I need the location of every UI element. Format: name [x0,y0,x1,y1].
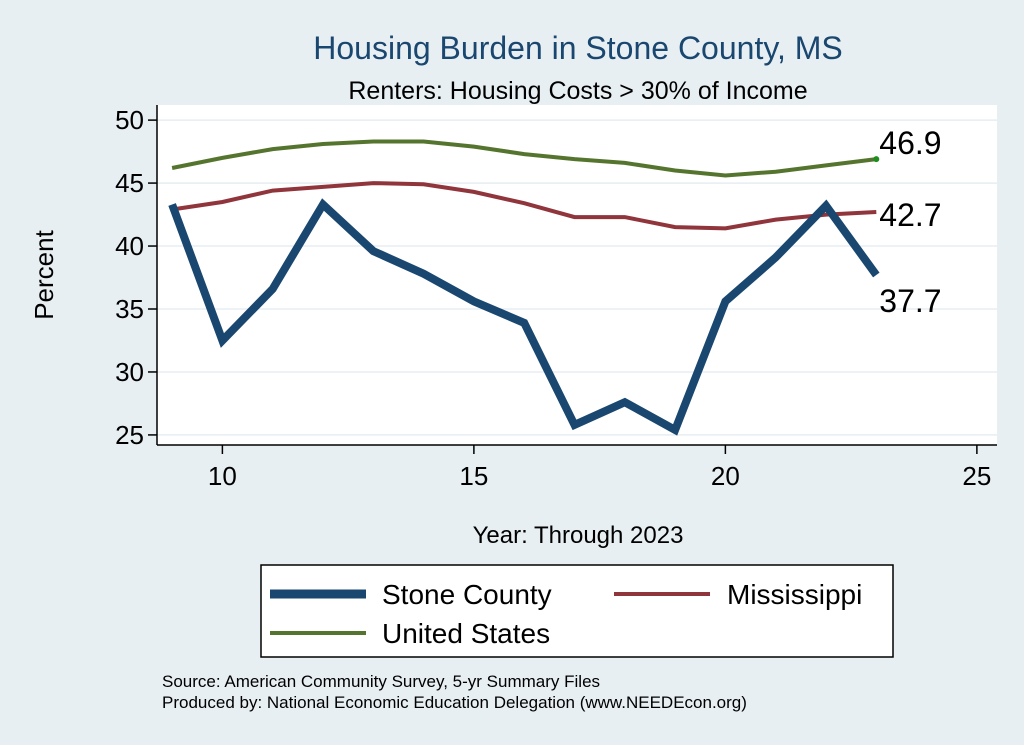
y-axis-label: Percent [29,229,59,319]
y-tick-label: 40 [115,231,144,261]
y-tick-label: 25 [115,420,144,450]
x-tick-label: 25 [962,461,991,491]
legend-label-mississippi: Mississippi [727,579,862,610]
x-axis-label: Year: Through 2023 [473,522,684,549]
y-tick-label: 35 [115,294,144,324]
y-tick-label: 30 [115,357,144,387]
series-line-stone-county [168,198,880,436]
x-tick-label: 20 [711,461,740,491]
y-tick-label: 45 [115,168,144,198]
series-line-mississippi [171,181,877,231]
source-note: Source: American Community Survey, 5-yr … [162,672,600,691]
series-end-marker-united-states [873,156,880,163]
end-label-mississippi: 42.7 [879,197,941,233]
legend: Stone County Mississippi United States [260,564,894,658]
legend-box [260,564,894,658]
y-axis-ticks: 25 30 35 40 45 50 [115,105,157,450]
end-label-stone-county: 37.7 [879,283,941,319]
chart-subtitle: Renters: Housing Costs > 30% of Income [348,77,807,105]
x-axis-ticks: 10 15 20 25 [208,445,991,491]
series-layer: 37.7 42.7 46.9 [168,125,942,436]
y-tick-label: 50 [115,105,144,135]
x-tick-label: 15 [459,461,488,491]
chart-title: Housing Burden in Stone County, MS [313,30,842,66]
x-tick-label: 10 [208,461,237,491]
produced-by-note: Produced by: National Economic Education… [162,693,747,712]
series-line-united-states [171,139,877,178]
legend-label-stone-county: Stone County [382,579,552,610]
end-label-united-states: 46.9 [879,125,941,161]
legend-label-united-states: United States [382,618,550,649]
